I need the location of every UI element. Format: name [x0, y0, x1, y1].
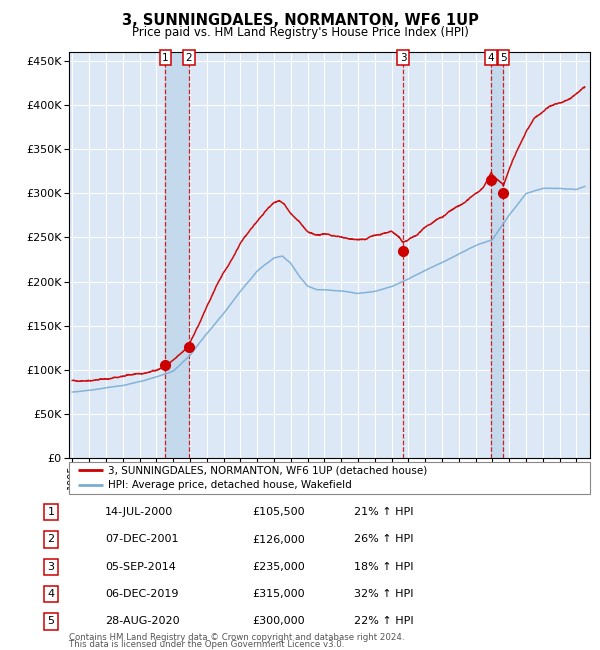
- Bar: [491, 52, 503, 458]
- Text: HPI: Average price, detached house, Wakefield: HPI: Average price, detached house, Wake…: [108, 480, 352, 490]
- Text: £126,000: £126,000: [252, 534, 305, 545]
- Bar: [166, 52, 189, 458]
- Text: £105,500: £105,500: [252, 507, 305, 517]
- Text: 07-DEC-2001: 07-DEC-2001: [105, 534, 179, 545]
- Text: 06-DEC-2019: 06-DEC-2019: [105, 589, 179, 599]
- Text: Price paid vs. HM Land Registry's House Price Index (HPI): Price paid vs. HM Land Registry's House …: [131, 26, 469, 39]
- Text: 2: 2: [185, 53, 192, 63]
- Text: 3: 3: [47, 562, 55, 572]
- Text: 2: 2: [47, 534, 55, 545]
- Text: 4: 4: [47, 589, 55, 599]
- Text: £235,000: £235,000: [252, 562, 305, 572]
- Text: 4: 4: [488, 53, 494, 63]
- Text: 26% ↑ HPI: 26% ↑ HPI: [354, 534, 413, 545]
- Text: 1: 1: [47, 507, 55, 517]
- Text: 05-SEP-2014: 05-SEP-2014: [105, 562, 176, 572]
- Text: 3, SUNNINGDALES, NORMANTON, WF6 1UP (detached house): 3, SUNNINGDALES, NORMANTON, WF6 1UP (det…: [108, 465, 427, 475]
- Text: 1: 1: [162, 53, 169, 63]
- Text: 3, SUNNINGDALES, NORMANTON, WF6 1UP: 3, SUNNINGDALES, NORMANTON, WF6 1UP: [122, 13, 478, 28]
- Text: 3: 3: [400, 53, 406, 63]
- Text: 5: 5: [500, 53, 507, 63]
- Text: 5: 5: [47, 616, 55, 627]
- Text: Contains HM Land Registry data © Crown copyright and database right 2024.: Contains HM Land Registry data © Crown c…: [69, 633, 404, 642]
- Text: 22% ↑ HPI: 22% ↑ HPI: [354, 616, 413, 627]
- Text: £300,000: £300,000: [252, 616, 305, 627]
- Text: 28-AUG-2020: 28-AUG-2020: [105, 616, 179, 627]
- Text: 32% ↑ HPI: 32% ↑ HPI: [354, 589, 413, 599]
- Text: 21% ↑ HPI: 21% ↑ HPI: [354, 507, 413, 517]
- Text: £315,000: £315,000: [252, 589, 305, 599]
- Text: This data is licensed under the Open Government Licence v3.0.: This data is licensed under the Open Gov…: [69, 640, 344, 649]
- Text: 14-JUL-2000: 14-JUL-2000: [105, 507, 173, 517]
- FancyBboxPatch shape: [69, 462, 590, 494]
- Text: 18% ↑ HPI: 18% ↑ HPI: [354, 562, 413, 572]
